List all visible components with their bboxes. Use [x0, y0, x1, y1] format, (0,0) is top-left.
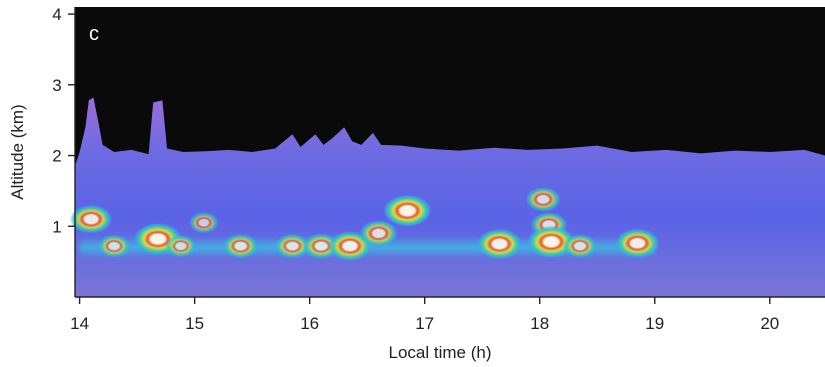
y-tick-label: 4 — [52, 5, 61, 24]
panel-letter: c — [89, 23, 99, 45]
hotspot — [476, 228, 523, 260]
hotspot — [525, 186, 561, 212]
hotspot — [615, 228, 660, 259]
hotspot-group — [69, 186, 660, 261]
x-tick-label: 15 — [185, 314, 204, 333]
x-tick-label: 14 — [70, 314, 89, 333]
hotspot — [69, 204, 113, 234]
hotspot — [328, 231, 372, 261]
hotspot — [383, 194, 432, 227]
y-axis-ticks: 1 2 3 4 — [52, 5, 75, 236]
hotspot — [97, 234, 131, 258]
y-tick-label: 1 — [52, 217, 61, 236]
x-tick-label: 19 — [645, 314, 664, 333]
y-tick-label: 2 — [52, 147, 61, 166]
hotspot — [274, 233, 311, 259]
hotspot — [562, 234, 597, 259]
hotspot — [165, 234, 197, 258]
hotspot — [359, 220, 398, 247]
hotspot — [222, 233, 259, 259]
x-tick-label: 16 — [300, 314, 319, 333]
y-axis-title: Altitude (km) — [8, 104, 27, 199]
y-tick-label: 3 — [52, 76, 61, 95]
x-tick-label: 17 — [415, 314, 434, 333]
hotspot — [527, 225, 576, 258]
x-axis-ticks: 14 15 16 17 18 19 20 — [70, 297, 779, 333]
hotspot — [188, 211, 219, 234]
x-axis-title: Local time (h) — [389, 343, 492, 362]
x-tick-label: 18 — [530, 314, 549, 333]
x-tick-label: 20 — [760, 314, 779, 333]
